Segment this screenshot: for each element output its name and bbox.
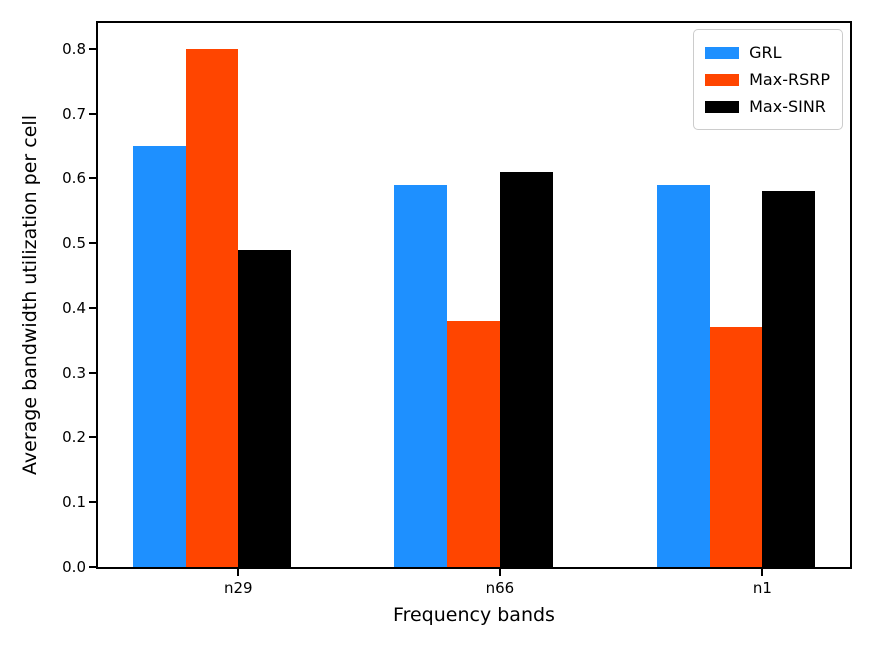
- y-tick-mark: [89, 501, 96, 504]
- legend-label: GRL: [749, 43, 782, 62]
- y-tick-mark: [89, 112, 96, 115]
- x-axis-label: Frequency bands: [393, 604, 555, 626]
- y-tick-label: 0.0: [62, 558, 86, 576]
- y-tick-mark: [89, 177, 96, 180]
- y-tick-label: 0.6: [62, 169, 86, 188]
- y-tick-label: 0.3: [62, 363, 86, 382]
- bar-grl-n1: [657, 184, 710, 567]
- x-tick-mark: [761, 569, 764, 576]
- y-tick-label: 0.1: [62, 493, 86, 512]
- y-tick-label: 0.4: [62, 298, 86, 317]
- x-tick-mark: [237, 569, 240, 576]
- legend-entry-max-sinr: Max-SINR: [705, 93, 830, 120]
- y-tick-label: 0.5: [62, 234, 86, 253]
- y-tick-label: 0.7: [62, 104, 86, 123]
- legend-label: Max-SINR: [749, 97, 826, 116]
- max-sinr-swatch-icon: [705, 100, 740, 113]
- bar-grl-n66: [394, 184, 448, 567]
- plot-area: GRL Max-RSRP Max-SINR 0.0 0.1 0.2 0.3 0.4 0.5…: [62, 21, 852, 597]
- y-tick-mark: [89, 436, 96, 439]
- bar-max-rsrp-n66: [447, 320, 500, 567]
- x-tick-label: n29: [223, 579, 253, 597]
- y-tick-label: 0.2: [62, 428, 86, 447]
- y-tick-mark: [89, 306, 96, 309]
- bar-max-sinr-n66: [499, 171, 553, 567]
- legend: GRL Max-RSRP Max-SINR: [693, 29, 843, 130]
- x-tick-label: n1: [752, 579, 772, 597]
- bar-max-sinr-n1: [762, 191, 816, 567]
- max-rsrp-swatch-icon: [705, 73, 740, 86]
- legend-label: Max-RSRP: [749, 70, 830, 89]
- y-tick-mark: [89, 371, 96, 374]
- y-axis-label: Average bandwidth utilization per cell: [19, 115, 41, 475]
- bar-max-rsrp-n29: [185, 48, 239, 567]
- x-tick-label: n66: [485, 579, 515, 597]
- bar-max-rsrp-n1: [709, 327, 763, 567]
- y-tick-label: 0.8: [62, 39, 86, 58]
- y-tick-mark: [89, 47, 96, 50]
- x-tick-mark: [498, 569, 501, 576]
- y-tick-mark: [89, 242, 96, 245]
- legend-entry-grl: GRL: [705, 39, 830, 66]
- y-tick-mark: [89, 566, 96, 568]
- grl-swatch-icon: [705, 46, 740, 59]
- bar-grl-n29: [132, 146, 186, 567]
- legend-entry-max-rsrp: Max-RSRP: [705, 66, 830, 93]
- bar-max-sinr-n29: [238, 249, 291, 567]
